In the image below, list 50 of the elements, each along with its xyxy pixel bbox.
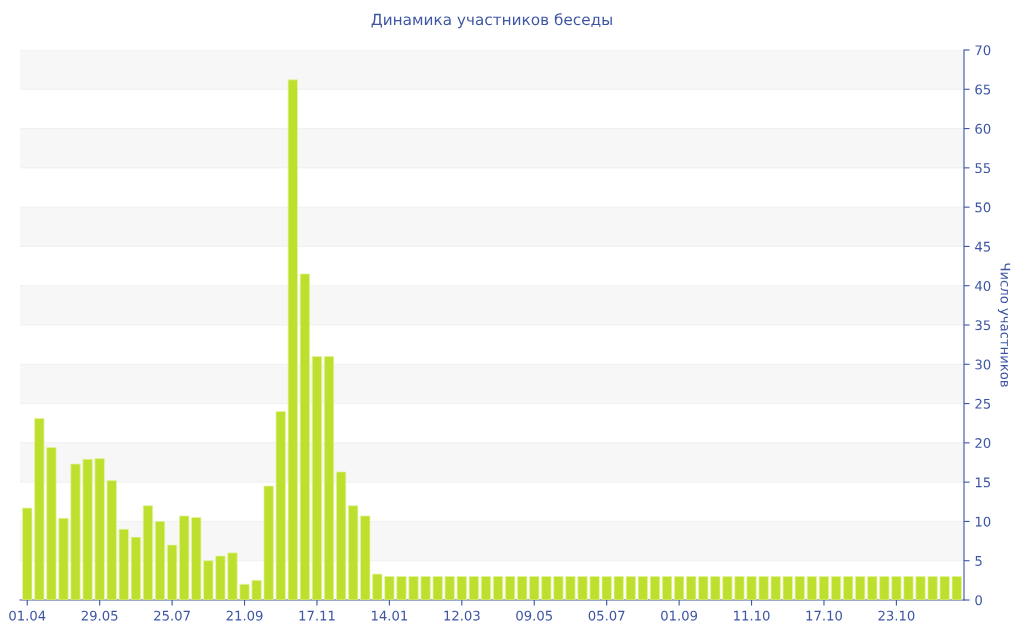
bar — [806, 576, 817, 600]
x-tick-label: 23.10 — [878, 610, 915, 621]
x-tick-label: 09.05 — [516, 610, 552, 621]
bar — [505, 576, 516, 600]
y2-tick-label: 40 — [975, 280, 991, 291]
bar — [480, 576, 492, 600]
y2-tick-label: 5 — [975, 556, 982, 566]
y2-tick-label: 15 — [975, 477, 991, 488]
y2-tick-label: 55 — [975, 163, 991, 174]
y2-tick-label: 20 — [975, 438, 991, 449]
y2-tick-label: 30 — [975, 359, 991, 370]
y2-tick-label: 50 — [975, 202, 991, 213]
bar — [323, 356, 335, 600]
bar — [468, 576, 479, 600]
x-tick-label: 17.10 — [806, 610, 842, 621]
x-tick-label: 29.05 — [81, 610, 118, 621]
x-tick-label: 12.03 — [444, 610, 480, 621]
bar — [311, 356, 323, 600]
bar — [167, 544, 178, 600]
bar — [649, 576, 661, 600]
x-tick-label: 21.09 — [226, 610, 263, 621]
bar — [154, 521, 166, 600]
x-tick-label: 17.11 — [299, 610, 335, 621]
chart-title: Динамика участников беседы — [371, 13, 612, 29]
bar — [674, 576, 685, 600]
bar — [830, 576, 842, 600]
x-tick-label: 11.10 — [734, 610, 770, 621]
y2-axis-title: Число участников — [997, 263, 1011, 387]
y2-tick-label: 65 — [975, 84, 991, 95]
x-tick-label: 01.09 — [661, 610, 698, 621]
y2-tick-label: 45 — [975, 241, 991, 252]
x-tick-label: 05.07 — [588, 610, 625, 621]
bar — [818, 576, 830, 600]
x-tick-label: 14.01 — [371, 610, 408, 621]
y2-tick-label: 35 — [975, 320, 991, 331]
bar — [130, 536, 141, 600]
y2-tick-label: 70 — [975, 45, 991, 56]
bar — [336, 471, 347, 600]
bar — [637, 576, 648, 600]
bar — [843, 576, 854, 600]
bar — [492, 576, 504, 600]
bar — [142, 505, 154, 600]
bar — [299, 273, 310, 600]
y2-tick-label: 25 — [975, 398, 991, 409]
bar — [661, 576, 673, 600]
x-tick-label: 01.04 — [9, 610, 46, 621]
x-tick-label: 25.07 — [154, 610, 190, 621]
y2-tick-label: 60 — [975, 123, 991, 134]
y2-tick-label: 0 — [975, 595, 982, 606]
y2-tick-label: 10 — [975, 516, 991, 527]
